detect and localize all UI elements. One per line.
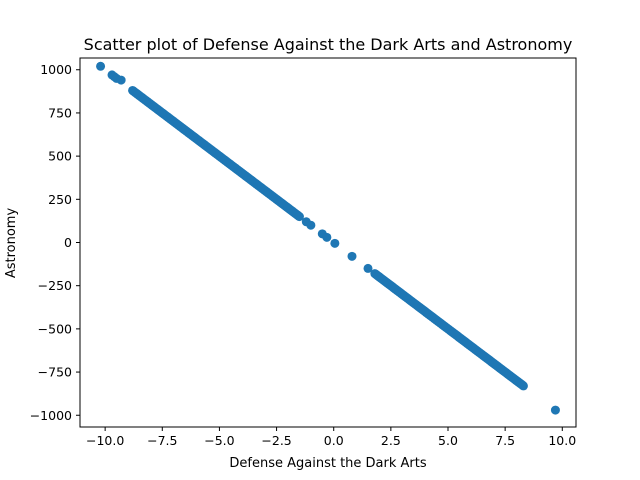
- x-tick-label: 7.5: [495, 433, 515, 448]
- x-axis: −10.0 −7.5 −5.0 −2.5 0.0 2.5 5.0 7.5 10.0: [86, 427, 576, 448]
- y-tick-label: 750: [48, 105, 72, 120]
- data-point: [518, 381, 528, 391]
- x-tick-label: −10.0: [86, 433, 124, 448]
- x-tick-label: 2.5: [381, 433, 401, 448]
- x-tick-label: −5.0: [204, 433, 234, 448]
- chart-title: Scatter plot of Defense Against the Dark…: [84, 35, 573, 54]
- x-axis-label: Defense Against the Dark Arts: [229, 456, 426, 471]
- y-tick-label: −500: [38, 321, 72, 336]
- x-tick-label: −7.5: [147, 433, 177, 448]
- data-point: [96, 61, 106, 71]
- y-axis: −1000 −750 −500 −250 0 250 500 750 1000: [30, 62, 80, 423]
- y-tick-label: −750: [38, 365, 72, 380]
- y-tick-label: −1000: [30, 408, 72, 423]
- y-tick-label: 1000: [40, 62, 72, 77]
- data-point: [330, 238, 340, 248]
- x-tick-label: 0.0: [324, 433, 344, 448]
- y-tick-label: 500: [48, 149, 72, 164]
- y-tick-label: 0: [64, 235, 72, 250]
- data-point: [347, 251, 357, 261]
- data-point: [116, 75, 126, 85]
- y-tick-label: 250: [48, 192, 72, 207]
- x-tick-label: 5.0: [438, 433, 458, 448]
- data-point: [322, 232, 332, 242]
- x-tick-label: −2.5: [261, 433, 291, 448]
- y-tick-label: −250: [38, 278, 72, 293]
- data-point: [363, 263, 373, 273]
- x-tick-label: 10.0: [548, 433, 576, 448]
- data-points: [96, 61, 560, 415]
- data-point: [294, 212, 304, 222]
- y-axis-label: Astronomy: [4, 208, 19, 279]
- data-point: [306, 220, 316, 230]
- data-point: [550, 405, 560, 415]
